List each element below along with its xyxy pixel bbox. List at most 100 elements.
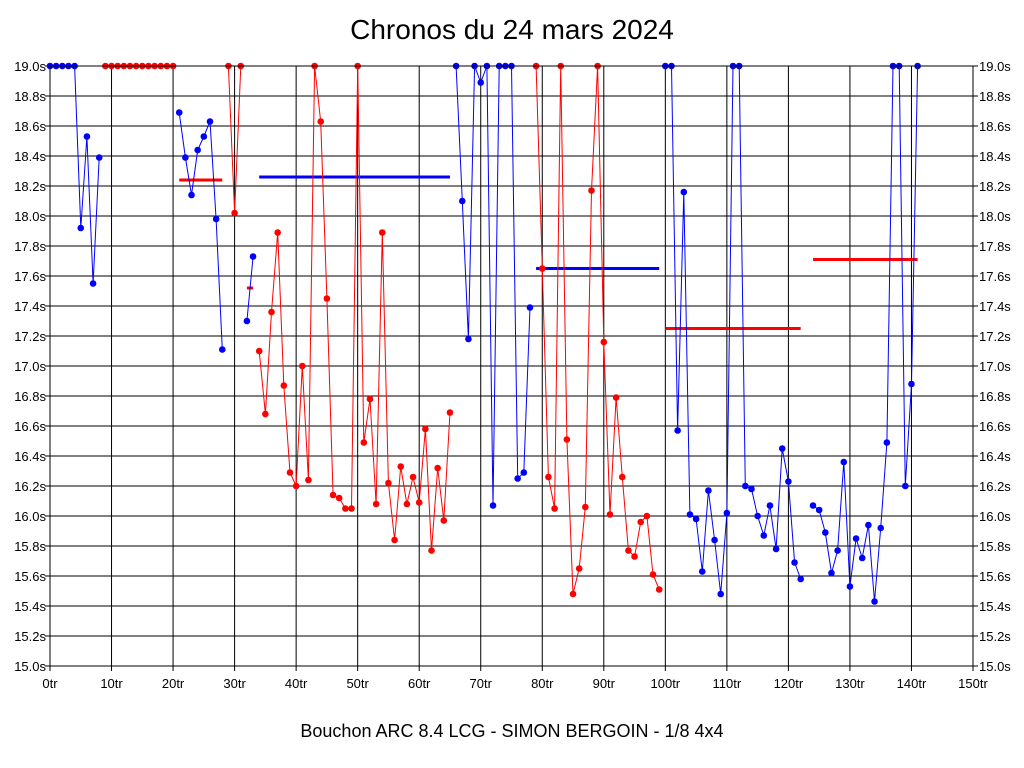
- data-point: [674, 427, 681, 434]
- y-tick-label-right: 17.2s: [979, 329, 1011, 344]
- series-stint-10: [809, 62, 921, 605]
- y-tick-label: 18.6s: [14, 119, 46, 134]
- data-point: [342, 505, 349, 512]
- data-point: [711, 536, 718, 544]
- data-point: [575, 565, 583, 572]
- series-stint-5: [243, 253, 257, 325]
- y-tick-label: 18.4s: [14, 149, 46, 164]
- y-tick-label-right: 18.4s: [979, 149, 1011, 164]
- data-point: [77, 224, 85, 232]
- y-tick-label: 15.8s: [14, 539, 46, 554]
- data-point: [317, 118, 325, 125]
- series-line: [50, 65, 100, 284]
- y-tick-label-right: 15.2s: [979, 629, 1011, 644]
- data-point: [465, 335, 472, 343]
- y-tick-label: 18.0s: [14, 209, 46, 224]
- y-tick-label-right: 18.6s: [979, 119, 1011, 134]
- data-point: [649, 571, 657, 578]
- data-point: [631, 553, 638, 560]
- y-tick-label: 16.2s: [14, 479, 46, 494]
- y-tick-label-right: 17.0s: [979, 359, 1011, 374]
- data-point: [563, 436, 571, 443]
- series-line: [812, 65, 919, 602]
- data-point: [378, 229, 386, 236]
- data-point: [403, 500, 411, 508]
- data-point: [705, 487, 712, 494]
- series-line: [258, 65, 451, 551]
- data-point: [637, 518, 645, 526]
- data-point: [249, 253, 257, 260]
- data-point: [877, 524, 884, 532]
- series-stint-6: [255, 62, 454, 554]
- data-point: [372, 500, 380, 508]
- data-point: [582, 503, 589, 511]
- y-tick-label-right: 17.6s: [979, 269, 1011, 284]
- y-tick-label: 15.2s: [14, 629, 46, 644]
- data-point: [514, 475, 521, 482]
- y-tick-label-right: 15.0s: [979, 659, 1011, 674]
- y-tick-label-right: 18.0s: [979, 209, 1011, 224]
- y-tick-label-right: 17.4s: [979, 299, 1011, 314]
- data-point: [200, 133, 208, 140]
- data-point: [545, 473, 552, 481]
- data-point: [305, 476, 312, 484]
- data-point: [858, 554, 866, 562]
- x-tick-label: 130tr: [835, 676, 865, 691]
- data-point: [458, 197, 466, 205]
- data-point: [754, 512, 761, 520]
- y-tick-label: 15.4s: [14, 599, 46, 614]
- y-tick-label-right: 15.8s: [979, 539, 1011, 554]
- data-point: [655, 586, 663, 593]
- series-line: [178, 112, 223, 350]
- series-stint-3: [175, 109, 226, 353]
- data-point: [268, 308, 275, 316]
- data-point: [852, 535, 860, 542]
- x-tick-label: 110tr: [713, 676, 742, 691]
- data-point: [422, 425, 429, 433]
- data-point: [846, 583, 854, 590]
- data-point: [280, 382, 288, 389]
- data-point: [840, 458, 848, 466]
- data-point: [538, 265, 546, 272]
- y-tick-label: 18.8s: [14, 89, 46, 104]
- data-point: [323, 295, 331, 302]
- x-tick-label: 10tr: [100, 676, 123, 691]
- data-point: [95, 154, 103, 161]
- data-point: [231, 209, 238, 217]
- x-axis: 0tr 10tr 20tr 30tr 40tr 50tr 60tr 70tr 80tr 90tr 1…: [42, 666, 988, 691]
- series-line: [455, 65, 531, 506]
- data-point: [360, 439, 368, 446]
- data-point: [188, 191, 195, 199]
- y-tick-label: 15.6s: [14, 569, 46, 584]
- x-tick-label: 20tr: [162, 676, 185, 691]
- series-stint-7: [452, 62, 534, 509]
- data-point: [409, 473, 417, 481]
- y-tick-label-right: 17.8s: [979, 239, 1011, 254]
- y-tick-label: 17.8s: [14, 239, 46, 254]
- x-tick-label: 0tr: [42, 676, 58, 691]
- data-point: [760, 532, 768, 539]
- data-point: [212, 215, 220, 223]
- grid-lines: [49, 65, 974, 667]
- data-point: [809, 502, 817, 509]
- y-axis-right: 15.0s 15.2s 15.4s 15.6s 15.8s 16.0s 16.2s 16.4s…: [973, 59, 1011, 674]
- y-tick-label-right: 18.2s: [979, 179, 1011, 194]
- data-point: [902, 482, 909, 490]
- x-tick-label: 60tr: [408, 676, 431, 691]
- data-point: [618, 473, 626, 481]
- x-tick-label: 80tr: [531, 676, 554, 691]
- y-tick-label: 16.0s: [14, 509, 46, 524]
- data-point: [778, 445, 786, 452]
- y-tick-label: 16.4s: [14, 449, 46, 464]
- x-tick-label: 40tr: [285, 676, 308, 691]
- data-point: [329, 491, 337, 499]
- data-point: [89, 280, 97, 287]
- y-tick-label: 16.8s: [14, 389, 46, 404]
- x-tick-label: 70tr: [470, 676, 493, 691]
- y-tick-label: 18.2s: [14, 179, 46, 194]
- x-tick-label: 150tr: [958, 676, 988, 691]
- plot-frame: [49, 65, 974, 667]
- x-tick-label: 100tr: [651, 676, 681, 691]
- y-tick-label: 15.0s: [14, 659, 46, 674]
